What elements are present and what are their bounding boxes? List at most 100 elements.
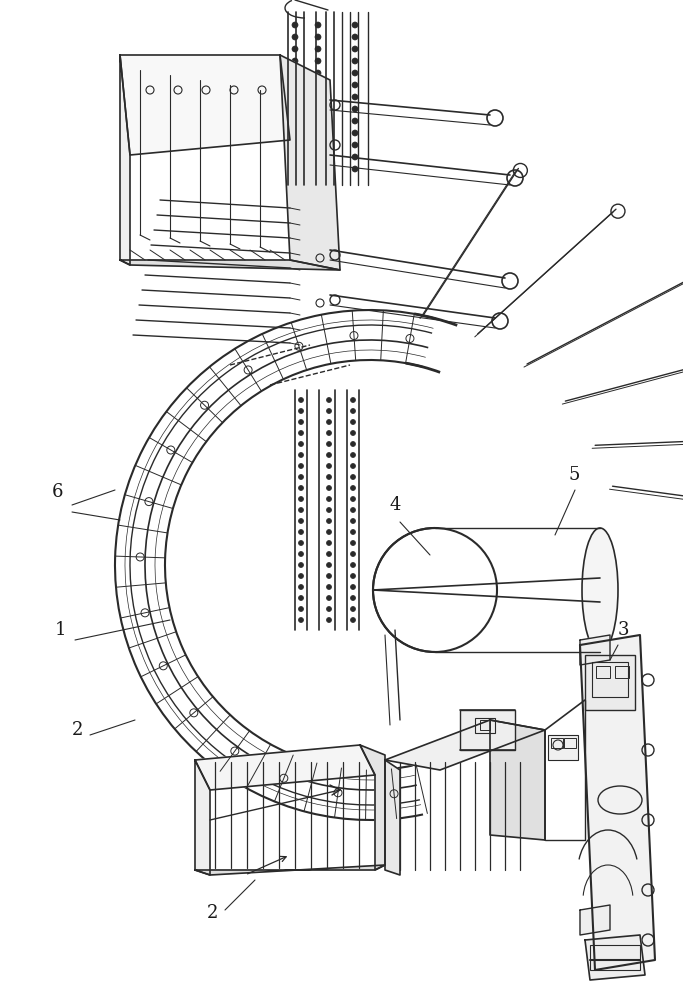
Polygon shape: [580, 905, 610, 935]
Circle shape: [298, 552, 303, 556]
Bar: [480, 720, 490, 730]
Circle shape: [326, 420, 331, 424]
Circle shape: [350, 606, 355, 611]
Bar: [585, 655, 635, 710]
Circle shape: [298, 430, 303, 436]
Circle shape: [326, 518, 331, 524]
Circle shape: [326, 562, 331, 568]
Polygon shape: [195, 760, 210, 875]
Circle shape: [292, 106, 298, 112]
Polygon shape: [120, 260, 340, 270]
Circle shape: [292, 142, 298, 148]
Text: 5: 5: [568, 466, 579, 484]
Circle shape: [350, 518, 355, 524]
Polygon shape: [195, 745, 375, 790]
Circle shape: [350, 408, 355, 414]
Circle shape: [315, 22, 321, 28]
Circle shape: [292, 118, 298, 124]
Circle shape: [352, 130, 358, 136]
Circle shape: [352, 58, 358, 64]
Polygon shape: [385, 720, 545, 770]
Circle shape: [352, 82, 358, 88]
Circle shape: [315, 142, 321, 148]
Text: 2: 2: [72, 721, 83, 739]
Circle shape: [326, 408, 331, 414]
Polygon shape: [120, 55, 130, 265]
Circle shape: [326, 430, 331, 436]
Polygon shape: [280, 55, 340, 270]
Circle shape: [352, 34, 358, 40]
Circle shape: [292, 46, 298, 52]
Circle shape: [292, 166, 298, 172]
Circle shape: [326, 606, 331, 611]
Circle shape: [350, 530, 355, 534]
Circle shape: [298, 595, 303, 600]
Circle shape: [315, 130, 321, 136]
Circle shape: [350, 486, 355, 490]
Text: 2: 2: [207, 904, 219, 922]
Bar: [564, 738, 576, 748]
Circle shape: [350, 430, 355, 436]
Bar: [460, 710, 515, 750]
Circle shape: [298, 606, 303, 611]
Circle shape: [350, 552, 355, 556]
Circle shape: [315, 118, 321, 124]
Circle shape: [352, 166, 358, 172]
Circle shape: [298, 496, 303, 502]
Circle shape: [326, 475, 331, 480]
Circle shape: [298, 475, 303, 480]
Ellipse shape: [582, 528, 618, 652]
Circle shape: [298, 518, 303, 524]
Circle shape: [352, 22, 358, 28]
Circle shape: [352, 142, 358, 148]
Circle shape: [350, 617, 355, 622]
Circle shape: [298, 617, 303, 622]
Circle shape: [315, 82, 321, 88]
Circle shape: [350, 562, 355, 568]
Bar: [590, 945, 640, 970]
Polygon shape: [580, 635, 655, 970]
Polygon shape: [195, 865, 385, 875]
Circle shape: [326, 397, 331, 402]
Polygon shape: [585, 935, 645, 980]
Text: 1: 1: [55, 621, 66, 639]
Circle shape: [298, 464, 303, 468]
Circle shape: [352, 46, 358, 52]
Circle shape: [326, 552, 331, 556]
Circle shape: [298, 486, 303, 490]
Bar: [475, 718, 495, 733]
Circle shape: [292, 22, 298, 28]
Circle shape: [350, 595, 355, 600]
Polygon shape: [385, 760, 400, 875]
Circle shape: [315, 58, 321, 64]
Circle shape: [326, 496, 331, 502]
Circle shape: [350, 475, 355, 480]
Circle shape: [350, 464, 355, 468]
Circle shape: [326, 508, 331, 512]
Text: 6: 6: [52, 483, 64, 501]
Circle shape: [292, 70, 298, 76]
Circle shape: [298, 408, 303, 414]
Circle shape: [326, 452, 331, 458]
Circle shape: [315, 34, 321, 40]
Circle shape: [326, 486, 331, 490]
Circle shape: [326, 595, 331, 600]
Circle shape: [326, 617, 331, 622]
Bar: [615, 666, 629, 678]
Circle shape: [292, 34, 298, 40]
Circle shape: [352, 118, 358, 124]
Polygon shape: [120, 55, 290, 155]
Circle shape: [315, 70, 321, 76]
Circle shape: [315, 166, 321, 172]
Circle shape: [298, 397, 303, 402]
Circle shape: [298, 574, 303, 578]
Circle shape: [298, 442, 303, 446]
Circle shape: [292, 154, 298, 160]
Circle shape: [352, 70, 358, 76]
Circle shape: [350, 420, 355, 424]
Text: 4: 4: [390, 496, 402, 514]
Polygon shape: [580, 635, 610, 665]
Bar: [551, 738, 563, 748]
Circle shape: [350, 584, 355, 589]
Circle shape: [350, 397, 355, 402]
